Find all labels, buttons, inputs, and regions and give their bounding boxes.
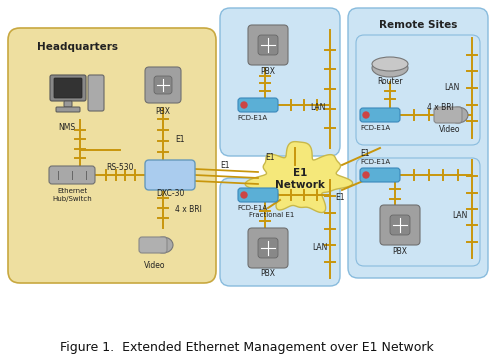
Text: E1: E1 — [265, 153, 275, 163]
Text: E1: E1 — [220, 160, 230, 169]
Text: FCD-E1A: FCD-E1A — [360, 159, 390, 165]
Text: FCD-E1A: FCD-E1A — [237, 115, 267, 121]
Circle shape — [241, 192, 247, 198]
FancyBboxPatch shape — [258, 238, 278, 258]
Text: PBX: PBX — [155, 108, 170, 117]
Text: LAN: LAN — [445, 84, 460, 93]
FancyBboxPatch shape — [54, 78, 82, 98]
FancyBboxPatch shape — [356, 158, 480, 266]
FancyBboxPatch shape — [258, 35, 278, 55]
Text: LAN: LAN — [310, 104, 326, 113]
FancyBboxPatch shape — [348, 8, 488, 278]
FancyBboxPatch shape — [8, 28, 216, 283]
Text: NMS: NMS — [58, 123, 75, 132]
Text: Remote Sites: Remote Sites — [379, 20, 457, 30]
Text: FCD-E1A: FCD-E1A — [360, 125, 390, 131]
FancyBboxPatch shape — [49, 166, 95, 184]
FancyBboxPatch shape — [360, 168, 400, 182]
FancyBboxPatch shape — [238, 98, 278, 112]
Ellipse shape — [372, 57, 408, 71]
FancyBboxPatch shape — [356, 35, 480, 145]
FancyBboxPatch shape — [145, 160, 195, 190]
Text: PBX: PBX — [393, 248, 407, 257]
Text: 4 x BRI: 4 x BRI — [175, 206, 202, 215]
Text: Figure 1.  Extended Ethernet Management over E1 Network: Figure 1. Extended Ethernet Management o… — [60, 341, 434, 354]
Text: Ethernet: Ethernet — [57, 188, 87, 194]
Text: E1: E1 — [335, 194, 345, 202]
Text: LAN: LAN — [452, 210, 468, 219]
Text: Router: Router — [377, 77, 403, 87]
Text: Network: Network — [275, 180, 325, 190]
Circle shape — [363, 112, 369, 118]
FancyBboxPatch shape — [64, 101, 72, 107]
FancyBboxPatch shape — [56, 107, 80, 112]
FancyBboxPatch shape — [360, 108, 400, 122]
Text: E1: E1 — [360, 148, 370, 157]
FancyBboxPatch shape — [248, 228, 288, 268]
Text: Video: Video — [439, 126, 461, 135]
Text: Video: Video — [144, 261, 166, 269]
Text: Fractional E1: Fractional E1 — [249, 212, 295, 218]
Text: E1: E1 — [175, 135, 185, 144]
Polygon shape — [245, 142, 352, 212]
Circle shape — [363, 172, 369, 178]
Ellipse shape — [448, 107, 468, 123]
Text: RS-530: RS-530 — [106, 163, 134, 172]
Ellipse shape — [372, 59, 408, 77]
Text: LAN: LAN — [312, 244, 328, 253]
FancyBboxPatch shape — [50, 75, 86, 101]
Ellipse shape — [153, 237, 173, 253]
FancyBboxPatch shape — [154, 76, 172, 94]
FancyBboxPatch shape — [390, 215, 410, 235]
FancyBboxPatch shape — [238, 188, 278, 202]
FancyBboxPatch shape — [380, 205, 420, 245]
FancyBboxPatch shape — [220, 8, 340, 156]
Text: E1: E1 — [293, 168, 307, 178]
Circle shape — [241, 102, 247, 108]
FancyBboxPatch shape — [434, 107, 462, 123]
Text: DXC-30: DXC-30 — [156, 189, 184, 198]
FancyBboxPatch shape — [248, 25, 288, 65]
Text: Headquarters: Headquarters — [38, 42, 118, 52]
Text: 4 x BRI: 4 x BRI — [427, 104, 453, 113]
FancyBboxPatch shape — [139, 237, 167, 253]
FancyBboxPatch shape — [145, 67, 181, 103]
Text: PBX: PBX — [260, 269, 276, 278]
Text: Hub/Switch: Hub/Switch — [52, 196, 92, 202]
FancyBboxPatch shape — [220, 178, 340, 286]
Text: PBX: PBX — [260, 67, 276, 76]
Text: FCD-E1A: FCD-E1A — [237, 205, 267, 211]
FancyBboxPatch shape — [88, 75, 104, 111]
